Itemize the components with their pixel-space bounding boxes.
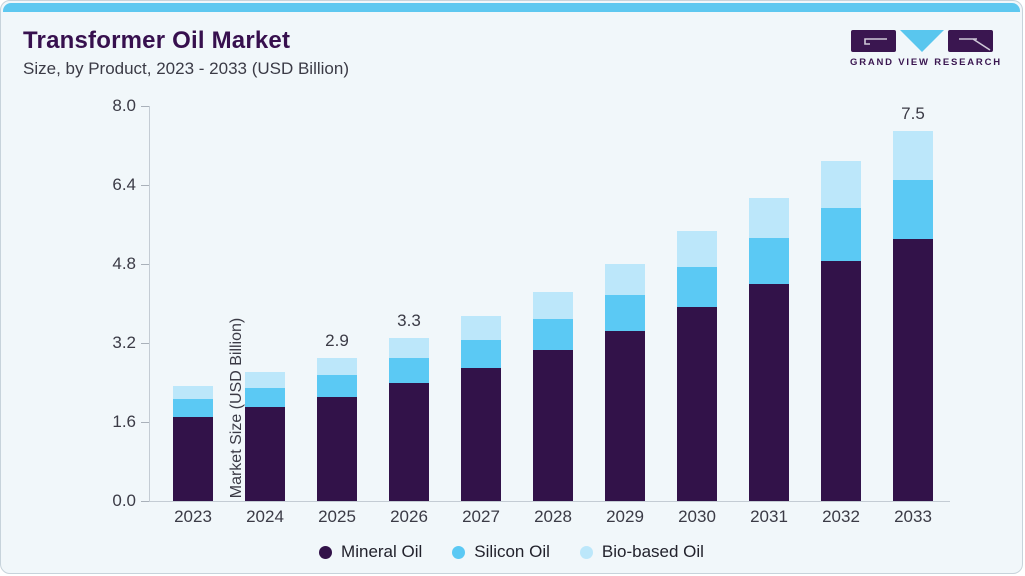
bar-total-label-2026: 3.3 xyxy=(397,311,421,331)
y-tick-mark xyxy=(141,184,149,186)
y-tick-mark xyxy=(141,105,149,107)
y-tick-label: 0.0 xyxy=(112,491,136,510)
bar-2028-silicon-oil xyxy=(533,319,573,351)
y-tick-label: 1.6 xyxy=(112,412,136,431)
bar-2031-mineral-oil xyxy=(749,283,789,501)
bar-2027-mineral-oil xyxy=(461,367,501,501)
bar-2032-bio-based-oil xyxy=(821,161,861,208)
x-axis-label-2031: 2031 xyxy=(750,507,788,526)
bar-2027-silicon-oil xyxy=(461,339,501,368)
bar-2033-bio-based-oil xyxy=(893,130,933,181)
bar-2027-bio-based-oil xyxy=(461,315,501,340)
brand-name: GRAND VIEW RESEARCH xyxy=(850,57,1002,68)
x-axis-label-2027: 2027 xyxy=(462,507,500,526)
x-axis-label-2030: 2030 xyxy=(678,507,716,526)
bar-2025-silicon-oil xyxy=(317,375,357,398)
bar-total-label-2025: 2.9 xyxy=(325,330,349,350)
legend-label: Bio-based Oil xyxy=(601,542,704,561)
x-axis-label-2032: 2032 xyxy=(822,507,860,526)
bar-2031-silicon-oil xyxy=(749,237,789,284)
x-axis-label-2025: 2025 xyxy=(318,507,356,526)
bar-2030-silicon-oil xyxy=(677,267,717,308)
bar-2033-mineral-oil xyxy=(893,239,933,501)
bar-2023-silicon-oil xyxy=(173,399,213,418)
bar-2024-mineral-oil xyxy=(245,407,285,501)
legend-item-mineral-oil: Mineral Oil xyxy=(319,542,422,562)
gvr-logo-icon xyxy=(851,30,993,52)
bar-2025-bio-based-oil xyxy=(317,357,357,376)
y-tick-label: 6.4 xyxy=(112,175,136,194)
plot-area: Market Size (USD Billion) 0.0 1.6 3.2 4.8 6.… xyxy=(112,96,950,526)
bar-2024-bio-based-oil xyxy=(245,372,285,388)
bar-2031-bio-based-oil xyxy=(749,198,789,238)
bar-2032-mineral-oil xyxy=(821,260,861,501)
bar-2024-silicon-oil xyxy=(245,387,285,408)
bar-2029-bio-based-oil xyxy=(605,264,645,295)
y-tick-label: 8.0 xyxy=(112,96,136,115)
x-axis-label-2033: 2033 xyxy=(894,507,932,526)
bar-2028-bio-based-oil xyxy=(533,292,573,320)
legend-label: Mineral Oil xyxy=(341,542,423,561)
bar-2029-silicon-oil xyxy=(605,294,645,331)
y-tick-mark xyxy=(141,500,149,502)
x-axis-label-2028: 2028 xyxy=(534,507,572,526)
brand-logo: GRAND VIEW RESEARCH xyxy=(850,29,1002,68)
y-tick-mark xyxy=(141,263,149,265)
legend-item-silicon-oil: Silicon Oil xyxy=(452,542,550,562)
y-tick-mark xyxy=(141,342,149,344)
bar-2030-bio-based-oil xyxy=(677,231,717,268)
top-accent-bar xyxy=(3,3,1020,12)
bar-2023-mineral-oil xyxy=(173,417,213,501)
y-tick-mark xyxy=(141,421,149,423)
bar-2032-silicon-oil xyxy=(821,207,861,261)
x-axis-label-2024: 2024 xyxy=(246,507,284,526)
y-tick-label: 4.8 xyxy=(112,254,136,273)
bar-2026-bio-based-oil xyxy=(389,338,429,358)
bar-2025-mineral-oil xyxy=(317,397,357,501)
page-title: Transformer Oil Market xyxy=(23,27,291,54)
legend-dot-icon xyxy=(452,545,466,559)
bar-2028-mineral-oil xyxy=(533,350,573,501)
y-tick-label: 3.2 xyxy=(112,333,136,352)
bar-2030-mineral-oil xyxy=(677,307,717,501)
legend-dot-icon xyxy=(319,545,333,559)
bar-total-label-2033: 7.5 xyxy=(901,103,925,123)
legend-item-bio-based-oil: Bio-based Oil xyxy=(579,542,704,562)
bar-2026-silicon-oil xyxy=(389,357,429,383)
bar-2029-mineral-oil xyxy=(605,330,645,501)
bar-2026-mineral-oil xyxy=(389,382,429,501)
bar-2023-bio-based-oil xyxy=(173,385,213,400)
x-axis-label-2029: 2029 xyxy=(606,507,644,526)
x-axis-label-2023: 2023 xyxy=(174,507,212,526)
bar-2033-silicon-oil xyxy=(893,180,933,240)
legend-dot-icon xyxy=(579,545,593,559)
legend-label: Silicon Oil xyxy=(474,542,550,561)
legend: Mineral Oil Silicon Oil Bio-based Oil xyxy=(1,537,1022,567)
page-subtitle: Size, by Product, 2023 - 2033 (USD Billi… xyxy=(23,59,349,78)
x-axis-label-2026: 2026 xyxy=(390,507,428,526)
